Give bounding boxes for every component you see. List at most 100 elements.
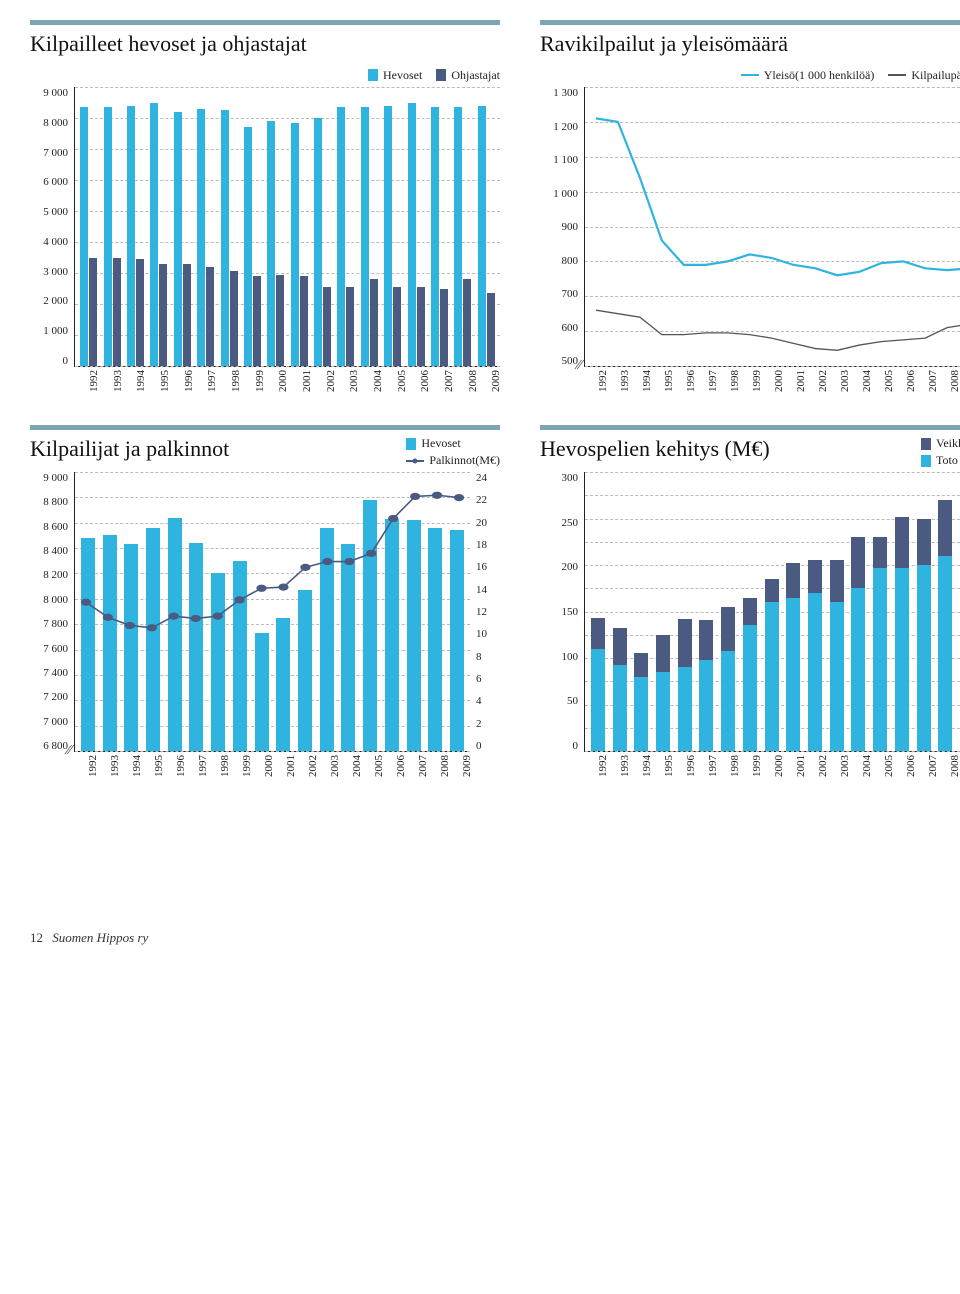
bar-toto — [808, 593, 822, 751]
axis-break: ⁄⁄ — [67, 747, 72, 755]
y-tick: 6 — [476, 673, 482, 685]
y-tick: 7 600 — [43, 643, 68, 655]
bar-hevoset — [314, 118, 322, 366]
y-tick: 4 — [476, 695, 482, 707]
y-tick: 8 400 — [43, 545, 68, 557]
bar-ohjastajat — [346, 287, 354, 366]
y-tick: 900 — [562, 221, 579, 233]
bar-ohjastajat — [487, 293, 495, 366]
bar-hevoset — [127, 106, 135, 366]
legend-swatch — [921, 438, 931, 450]
y-tick: 14 — [476, 584, 487, 596]
bar-ohjastajat — [393, 287, 401, 366]
legend-item: Veikkaus — [921, 436, 960, 451]
y-tick: 1 200 — [553, 121, 578, 133]
y-tick: 24 — [476, 472, 487, 484]
bar-veikkaus — [830, 560, 844, 602]
bar-ohjastajat — [253, 276, 261, 366]
y-tick: 8 000 — [43, 117, 68, 129]
y-tick: 8 600 — [43, 521, 68, 533]
bar-toto — [786, 598, 800, 751]
title-rule — [30, 425, 500, 430]
bar-hevoset — [337, 107, 345, 366]
bar-toto — [938, 556, 952, 751]
y-tick: 7 000 — [43, 716, 68, 728]
legend-item: Kilpailupäivät — [888, 68, 960, 83]
legend-swatch — [368, 69, 378, 81]
bar-ohjastajat — [463, 279, 471, 366]
legend-label: Palkinnot(M€) — [429, 453, 500, 468]
y-tick: 1 000 — [43, 325, 68, 337]
bar-hevoset — [408, 103, 416, 367]
bar-toto — [634, 677, 648, 751]
title-rule — [540, 425, 960, 430]
y-tick: 16 — [476, 561, 487, 573]
legend-swatch — [406, 438, 416, 450]
bar-hevoset — [384, 106, 392, 366]
bar-veikkaus — [656, 635, 670, 672]
bar-hevoset — [150, 103, 158, 367]
bar-hevoset — [478, 106, 486, 366]
bar-hevoset — [221, 110, 229, 366]
y-tick: 7 400 — [43, 667, 68, 679]
bar-hevoset — [454, 107, 462, 366]
bar-ohjastajat — [89, 258, 97, 367]
legend-label: Hevoset — [383, 68, 422, 83]
x-tick: 2009 — [445, 755, 473, 777]
combo-chart: ⁄⁄ — [74, 472, 470, 752]
legend-label: Kilpailupäivät — [911, 68, 960, 83]
x-tick: 2009 — [955, 370, 960, 392]
y-tick: 2 — [476, 718, 482, 730]
bar-hevoset — [291, 123, 299, 366]
panel-title: Ravikilpailut ja yleisömäärä — [540, 31, 960, 57]
y-tick: 8 — [476, 651, 482, 663]
bar-toto — [656, 672, 670, 751]
legend-swatch — [436, 69, 446, 81]
y-tick: 8 800 — [43, 496, 68, 508]
y-tick: 12 — [476, 606, 487, 618]
bar-veikkaus — [938, 500, 952, 556]
y-tick: 700 — [562, 288, 579, 300]
y-tick: 250 — [562, 517, 579, 529]
legend-item: Palkinnot(M€) — [406, 453, 500, 468]
y-tick: 1 100 — [553, 154, 578, 166]
bar-veikkaus — [851, 537, 865, 588]
bar-ohjastajat — [323, 287, 331, 366]
legend-swatch — [921, 455, 931, 467]
panel-title: Kilpailijat ja palkinnot — [30, 436, 229, 462]
bar-veikkaus — [786, 563, 800, 597]
y-tick: 6 800 — [43, 740, 68, 752]
bar-veikkaus — [613, 628, 627, 665]
panel-title: Hevospelien kehitys (M€) — [540, 436, 770, 462]
title-rule — [540, 20, 960, 25]
bar-hevoset — [361, 107, 369, 366]
y-tick: 0 — [476, 740, 482, 752]
y-tick: 3 000 — [43, 266, 68, 278]
page-number: 12 — [30, 930, 43, 945]
bar-veikkaus — [743, 598, 757, 626]
y-tick: 9 000 — [43, 87, 68, 99]
legend-item: Ohjastajat — [436, 68, 500, 83]
bar-toto — [895, 568, 909, 751]
y-tick: 20 — [476, 517, 487, 529]
bar-hevoset — [244, 127, 252, 366]
axis-break: ⁄⁄ — [577, 362, 582, 370]
y-tick: 0 — [63, 355, 69, 367]
footer-org: Suomen Hippos ry — [52, 930, 148, 945]
bar-hevoset — [174, 112, 182, 366]
bar-toto — [765, 602, 779, 751]
bar-veikkaus — [765, 579, 779, 602]
legend-swatch — [741, 74, 759, 76]
bar-hevoset — [431, 107, 439, 366]
bar-toto — [591, 649, 605, 751]
bar-ohjastajat — [440, 289, 448, 367]
bar-hevoset — [267, 121, 275, 366]
y-tick: 100 — [562, 651, 579, 663]
bar-toto — [851, 588, 865, 751]
stacked-bar-chart — [584, 472, 960, 752]
y-tick: 7 200 — [43, 691, 68, 703]
bar-veikkaus — [917, 519, 931, 566]
y-tick: 22 — [476, 494, 487, 506]
bar-ohjastajat — [159, 264, 167, 366]
bar-ohjastajat — [276, 275, 284, 366]
